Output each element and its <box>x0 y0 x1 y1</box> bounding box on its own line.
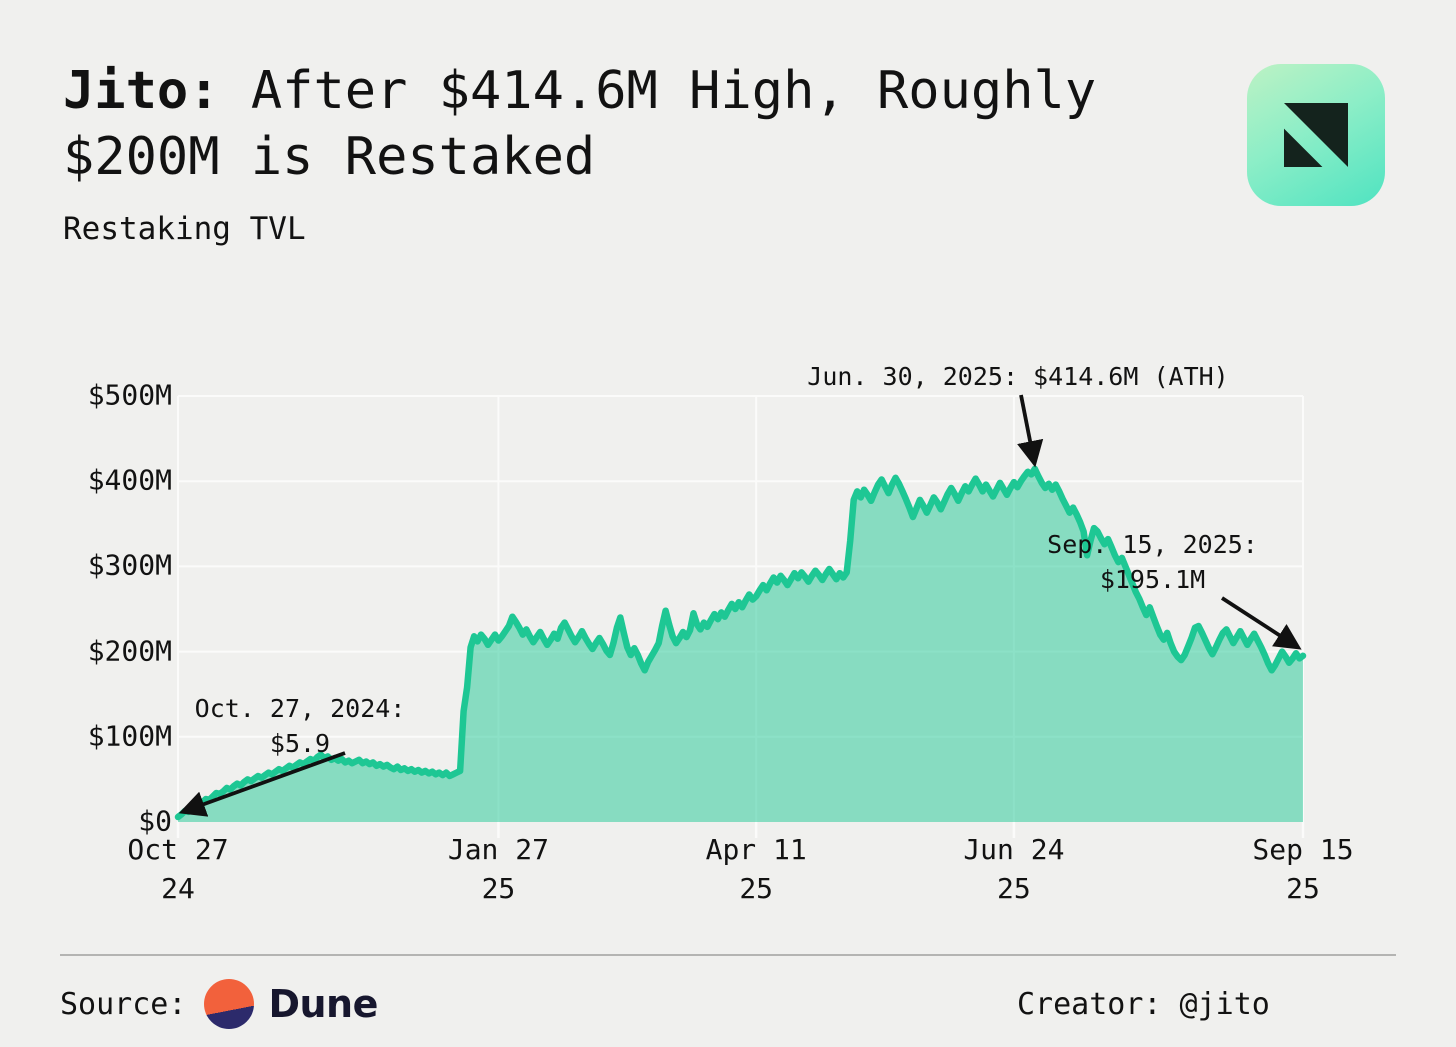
annotation-arrow <box>1017 394 1044 468</box>
x-axis-label-year: 25 <box>1286 872 1320 905</box>
y-axis-label: $0 <box>138 804 172 838</box>
x-axis-label: Apr 11 25 <box>646 830 866 908</box>
x-axis-label-year: 25 <box>739 872 774 905</box>
source-label: Source: <box>60 986 187 1022</box>
jito-logo-icon <box>1284 103 1348 167</box>
x-axis-label-date: Oct 27 <box>127 833 229 866</box>
annotation-start-value: Oct. 27, 2024: $5.9 <box>140 692 460 761</box>
dune-wordmark: Dune <box>268 982 378 1026</box>
page-title-text: After $414.6M High, Roughly $200M is Res… <box>63 61 1097 187</box>
x-axis-label: Oct 27 24 <box>68 830 288 908</box>
annotation-line: $195.1M <box>1099 564 1206 594</box>
area-fill <box>178 468 1303 822</box>
x-axis-label: Jun 24 25 <box>904 830 1124 908</box>
annotation-ath: Jun. 30, 2025: $414.6M (ATH) <box>795 360 1241 395</box>
annotation-line: Jun. 30, 2025: $414.6M (ATH) <box>807 362 1229 391</box>
dune-logo-icon <box>204 979 255 1029</box>
annotation-arrow <box>178 751 346 817</box>
creator-attribution: Creator: @jito <box>1017 987 1270 1022</box>
annotation-line: $5.9 <box>269 728 331 758</box>
x-axis-label-year: 25 <box>481 872 516 905</box>
x-axis-label-date: Sep 15 <box>1252 833 1354 866</box>
y-axis-label: $400M <box>87 463 172 497</box>
area-line <box>174 465 1307 821</box>
jito-logo <box>1247 64 1385 206</box>
annotation-arrows <box>178 394 1302 817</box>
x-axis-label-year: 24 <box>161 872 195 905</box>
chart-subtitle: Restaking TVL <box>63 211 306 247</box>
page-title-project: Jito: <box>63 61 220 121</box>
x-axis-label-date: Jan 27 <box>447 833 549 866</box>
x-axis-label-date: Apr 11 <box>705 833 807 866</box>
x-axis-label: Jan 27 25 <box>388 830 608 908</box>
page-title: Jito: After $414.6M High, Roughly $200M … <box>63 58 1168 190</box>
x-axis-label: Sep 15 25 <box>1193 830 1413 908</box>
source-attribution: Source: Dune <box>60 978 378 1030</box>
y-axis-label: $200M <box>87 634 172 668</box>
y-axis-label: $100M <box>87 719 172 753</box>
x-axis-label-date: Jun 24 <box>963 833 1065 866</box>
y-axis-label: $500M <box>87 378 172 412</box>
annotation-line: Sep. 15, 2025: <box>1047 530 1258 559</box>
annotation-latest-value: Sep. 15, 2025: $195.1M <box>990 528 1315 597</box>
x-axis-label-year: 25 <box>997 872 1031 905</box>
footer-divider <box>60 954 1396 956</box>
annotation-arrow <box>1220 596 1302 650</box>
annotation-line: Oct. 27, 2024: <box>194 694 406 723</box>
y-axis-label: $300M <box>87 548 172 582</box>
